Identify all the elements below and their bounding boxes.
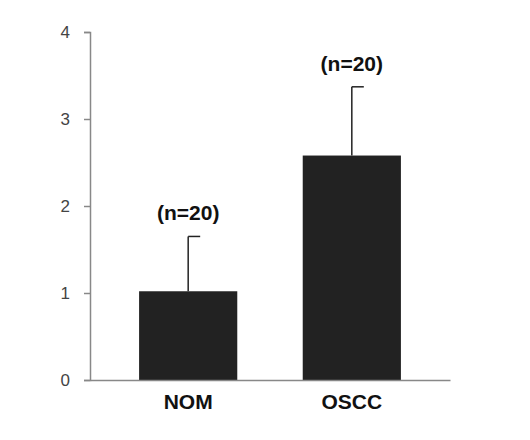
tick: 4 [61,23,90,42]
error-cap [188,236,200,238]
axis-line [91,380,451,382]
error-line [187,236,189,291]
tick: 1 [61,284,90,303]
tick-mark [84,380,90,382]
annotation: (n=20) [157,201,219,224]
annotation: (n=20) [321,52,383,75]
error-cap [352,86,364,88]
tick: 3 [61,110,90,129]
tick-label: OSCC [321,390,382,413]
tick-mark [84,119,90,121]
x-axis: NOM OSCC [91,380,451,413]
tick: OSCC [321,380,382,413]
error-bar [188,236,200,291]
axis-line [84,33,91,381]
tick-label: 4 [61,23,70,42]
y-axis: 0 1 2 3 4 [61,23,91,390]
tick-mark [84,32,90,34]
tick-label: NOM [164,390,213,413]
bar [303,156,401,380]
tick-mark [84,293,90,295]
error-bar [352,87,364,156]
tick-label: 1 [61,284,70,303]
tick: 2 [61,197,90,216]
error-line [351,87,353,156]
tick-mark [84,206,90,208]
chart: 0 1 2 3 4 NOM OSCC (n=20) (n=20) [0,0,530,440]
bar [139,291,237,380]
tick: 0 [61,371,90,390]
tick: NOM [164,380,213,413]
plot-area [139,87,401,380]
tick-label: 3 [61,110,70,129]
tick-label: 2 [61,197,70,216]
tick-label: 0 [61,371,70,390]
